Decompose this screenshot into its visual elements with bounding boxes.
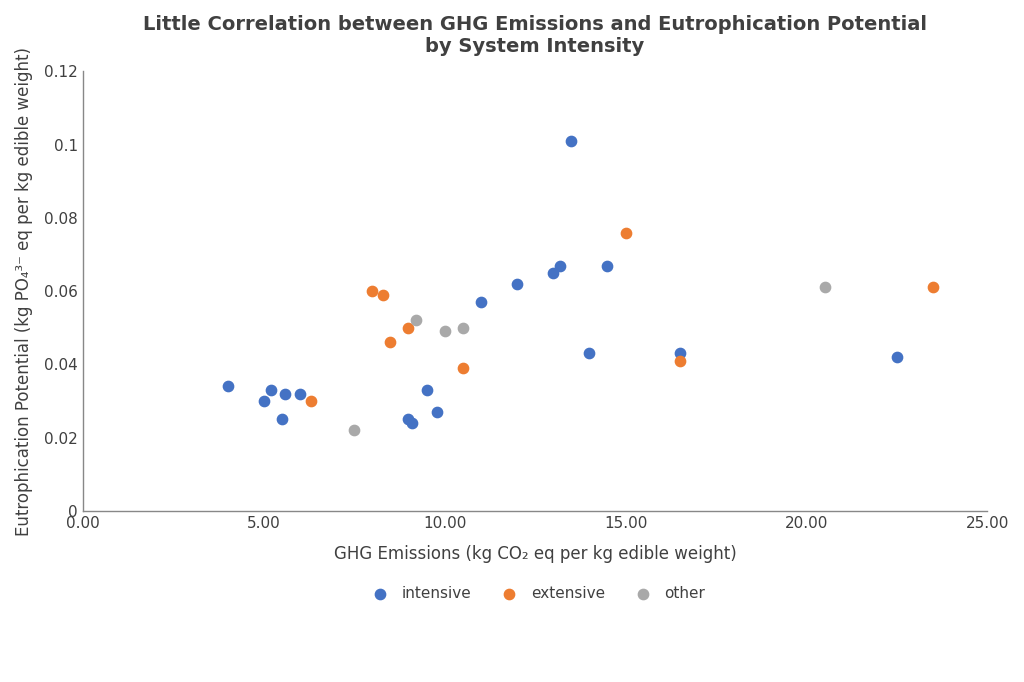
intensive bbox=[256, 396, 272, 406]
extensive bbox=[375, 289, 391, 300]
intensive bbox=[419, 385, 435, 396]
intensive bbox=[292, 388, 308, 399]
intensive bbox=[509, 278, 525, 289]
intensive bbox=[273, 414, 290, 425]
intensive bbox=[219, 381, 236, 392]
extensive bbox=[400, 323, 417, 333]
extensive bbox=[672, 355, 688, 366]
X-axis label: GHG Emissions (kg CO₂ eq per kg edible weight): GHG Emissions (kg CO₂ eq per kg edible w… bbox=[334, 545, 736, 563]
intensive bbox=[403, 417, 420, 428]
extensive bbox=[617, 227, 634, 238]
Y-axis label: Eutrophication Potential (kg PO₄³⁻ eq per kg edible weight): Eutrophication Potential (kg PO₄³⁻ eq pe… bbox=[15, 46, 33, 535]
intensive bbox=[672, 348, 688, 359]
intensive bbox=[400, 414, 417, 425]
intensive bbox=[473, 297, 489, 308]
intensive bbox=[429, 406, 445, 417]
intensive bbox=[889, 352, 905, 363]
intensive bbox=[278, 388, 294, 399]
extensive bbox=[925, 282, 941, 293]
intensive bbox=[552, 260, 568, 271]
extensive bbox=[302, 396, 318, 406]
extensive bbox=[365, 286, 381, 297]
extensive bbox=[455, 363, 471, 374]
other bbox=[346, 425, 362, 436]
other bbox=[436, 326, 453, 337]
intensive bbox=[582, 348, 598, 359]
other bbox=[408, 315, 424, 326]
intensive bbox=[563, 136, 580, 147]
intensive bbox=[599, 260, 615, 271]
intensive bbox=[263, 385, 280, 396]
Title: Little Correlation between GHG Emissions and Eutrophication Potential
by System : Little Correlation between GHG Emissions… bbox=[143, 15, 927, 56]
other bbox=[455, 323, 471, 333]
extensive bbox=[382, 337, 398, 348]
other bbox=[816, 282, 833, 293]
Legend: intensive, extensive, other: intensive, extensive, other bbox=[358, 580, 712, 607]
intensive bbox=[545, 267, 561, 278]
